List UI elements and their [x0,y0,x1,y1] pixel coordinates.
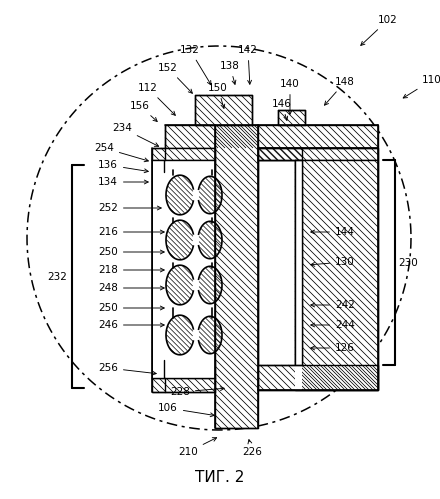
Text: 234: 234 [112,123,158,146]
Text: 102: 102 [361,15,398,45]
Text: 242: 242 [311,300,355,310]
Text: 156: 156 [130,101,157,121]
Text: 132: 132 [180,45,211,85]
Text: 112: 112 [138,83,175,115]
Text: 126: 126 [311,343,355,353]
Polygon shape [215,125,258,428]
Text: 216: 216 [98,227,164,237]
Polygon shape [295,160,378,390]
Text: 246: 246 [98,320,164,330]
Text: 144: 144 [311,227,355,237]
Polygon shape [195,95,252,125]
Text: 136: 136 [98,160,148,173]
Text: 210: 210 [178,438,216,457]
Text: 256: 256 [98,363,156,375]
Text: 228: 228 [170,387,224,397]
Text: 250: 250 [98,247,164,257]
Text: 232: 232 [47,271,67,281]
Text: 254: 254 [94,143,148,162]
Text: 106: 106 [158,403,214,417]
Text: 146: 146 [272,99,292,120]
Text: 140: 140 [280,79,300,114]
Polygon shape [278,110,305,125]
Text: 248: 248 [98,283,164,293]
Polygon shape [258,148,378,160]
Text: 252: 252 [98,203,161,213]
Polygon shape [152,378,215,392]
Text: 230: 230 [398,257,418,267]
Text: 142: 142 [238,45,258,84]
Polygon shape [152,160,165,378]
Text: 130: 130 [311,257,355,267]
Text: 110: 110 [403,75,440,98]
Text: 138: 138 [220,61,240,84]
Text: 150: 150 [208,83,228,108]
Text: 226: 226 [242,440,262,457]
Text: 218: 218 [98,265,164,275]
Text: 134: 134 [98,177,148,187]
Polygon shape [153,160,214,378]
Text: ΤИГ. 2: ΤИГ. 2 [195,471,245,486]
Text: 250: 250 [98,303,164,313]
Polygon shape [152,148,215,160]
Polygon shape [165,125,378,148]
Polygon shape [258,365,378,390]
Text: 244: 244 [311,320,355,330]
Text: 152: 152 [158,63,192,93]
Text: 148: 148 [325,77,355,105]
Polygon shape [295,160,302,365]
Polygon shape [258,148,302,160]
Polygon shape [295,160,302,365]
Polygon shape [295,160,302,390]
